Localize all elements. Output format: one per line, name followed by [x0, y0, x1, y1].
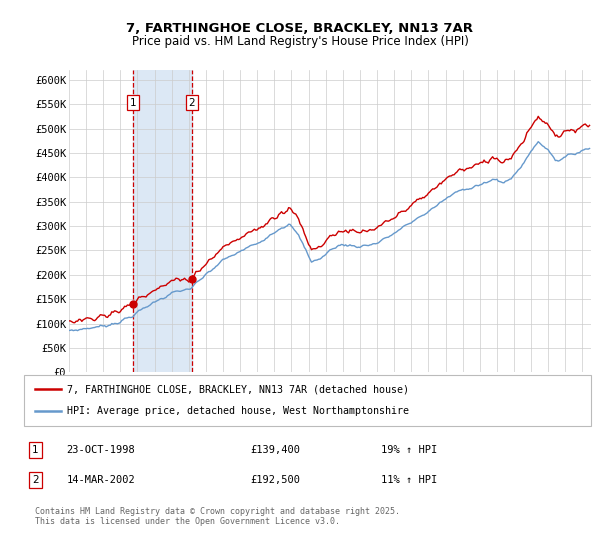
Text: 1: 1	[130, 97, 136, 108]
FancyBboxPatch shape	[24, 375, 591, 426]
Text: 7, FARTHINGHOE CLOSE, BRACKLEY, NN13 7AR (detached house): 7, FARTHINGHOE CLOSE, BRACKLEY, NN13 7AR…	[67, 384, 409, 394]
Text: 2: 2	[188, 97, 195, 108]
Text: Price paid vs. HM Land Registry's House Price Index (HPI): Price paid vs. HM Land Registry's House …	[131, 35, 469, 48]
Text: 19% ↑ HPI: 19% ↑ HPI	[381, 445, 437, 455]
Text: 7, FARTHINGHOE CLOSE, BRACKLEY, NN13 7AR: 7, FARTHINGHOE CLOSE, BRACKLEY, NN13 7AR	[127, 22, 473, 35]
Text: 11% ↑ HPI: 11% ↑ HPI	[381, 475, 437, 486]
Text: 1: 1	[32, 445, 38, 455]
Text: 23-OCT-1998: 23-OCT-1998	[67, 445, 135, 455]
Text: 14-MAR-2002: 14-MAR-2002	[67, 475, 135, 486]
Text: Contains HM Land Registry data © Crown copyright and database right 2025.
This d: Contains HM Land Registry data © Crown c…	[35, 507, 400, 526]
Text: £192,500: £192,500	[251, 475, 301, 486]
Text: HPI: Average price, detached house, West Northamptonshire: HPI: Average price, detached house, West…	[67, 407, 409, 417]
Text: 2: 2	[32, 475, 38, 486]
Bar	[133, 70, 191, 372]
Text: £139,400: £139,400	[251, 445, 301, 455]
